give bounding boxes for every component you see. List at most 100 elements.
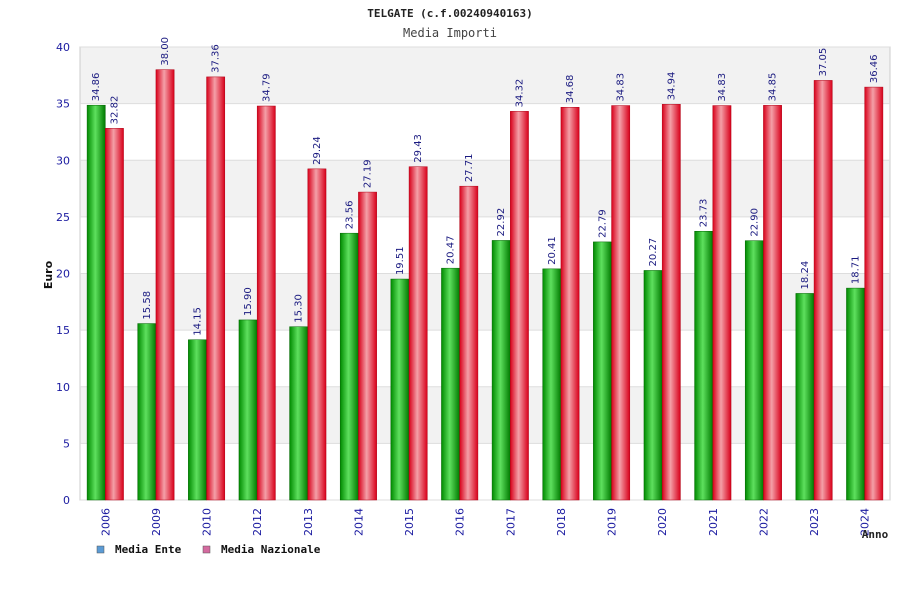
bar-media-nazionale [105,128,124,501]
y-axis: 0 5 10 15 20 25 30 35 40 [56,41,70,507]
bar-value-label: 23.73 [699,199,710,228]
chart-subtitle: Media Importi [403,26,497,40]
bar-value-label: 14.15 [192,307,203,336]
bar-media-ente [846,287,865,501]
y-tick-label: 40 [56,41,70,54]
bar-media-ente [643,270,663,501]
bar-value-label: 34.83 [717,73,728,102]
bar-media-ente [390,278,410,501]
y-tick-label: 0 [63,494,70,507]
x-tick-label: 2016 [454,508,467,536]
bar-value-label: 29.24 [312,136,323,165]
bar-value-label: 20.47 [446,236,457,265]
bar-media-nazionale [813,80,833,501]
bar-value-label: 34.32 [514,79,525,108]
bar-value-label: 19.51 [395,246,406,275]
bar-media-nazionale [864,86,884,501]
y-tick-label: 30 [56,154,70,167]
bar-media-nazionale [307,168,327,501]
bar-value-label: 37.05 [818,48,829,77]
y-tick-label: 35 [56,98,70,111]
x-tick-label: 2023 [808,508,821,536]
bar-media-ente [339,232,359,501]
bar-media-ente [542,268,562,501]
x-tick-label: 2012 [251,508,264,536]
x-tick-label: 2020 [656,508,669,536]
bar-value-label: 34.68 [565,75,576,104]
x-tick-label: 2014 [352,508,365,536]
bar-value-label: 34.85 [768,73,779,102]
bar-media-ente [289,326,309,501]
bar-media-nazionale [408,166,428,501]
x-axis: 2006 2009 2010 2012 2013 2014 2015 2016 2017 2018… [99,508,871,536]
bar-value-label: 27.19 [363,159,374,188]
bar-media-nazionale [510,111,529,501]
x-tick-label: 2006 [99,508,112,536]
value-labels-layer: 34.86 32.82 15.58 38.00 14.15 37.36 15.90 34.79… [91,37,880,336]
y-tick-label: 15 [56,324,70,337]
legend-swatch-media-ente [96,545,105,554]
bar-value-label: 22.79 [597,209,608,238]
y-tick-label: 20 [56,268,70,281]
x-tick-label: 2019 [606,508,619,536]
x-tick-label: 2018 [555,508,568,536]
x-tick-label: 2024 [859,508,872,536]
bar-media-ente [593,241,612,501]
bar-media-ente [441,267,460,501]
bar-media-nazionale [459,185,479,501]
bar-value-label: 34.83 [616,73,627,102]
bar-value-label: 36.46 [869,54,880,83]
x-tick-label: 2013 [302,508,315,536]
bar-value-label: 18.24 [800,261,811,290]
chart-title: TELGATE (c.f.00240940163) [367,7,533,20]
x-tick-label: 2010 [201,508,214,536]
legend: Media Ente Media Nazionale [96,543,321,556]
y-tick-label: 10 [56,381,70,394]
x-tick-label: 2017 [504,508,517,536]
y-tick-label: 5 [63,437,70,450]
bar-value-label: 29.43 [413,134,424,163]
x-tick-label: 2022 [757,508,770,536]
bar-value-label: 34.94 [666,72,677,101]
bar-value-label: 20.41 [547,236,558,265]
bar-media-nazionale [712,105,732,501]
bar-value-label: 15.58 [142,291,153,320]
bar-value-label: 23.56 [344,201,355,230]
bar-media-nazionale [661,104,681,501]
bar-value-label: 18.71 [851,255,862,284]
bar-value-label: 37.36 [211,44,222,73]
bar-value-label: 15.90 [243,287,254,316]
bar-media-ente [238,319,258,501]
bar-media-nazionale [611,105,631,501]
bar-media-nazionale [206,76,226,501]
bar-value-label: 15.30 [294,294,305,323]
bar-media-nazionale [256,105,276,501]
bar-media-nazionale [763,105,782,501]
bar-media-ente [86,104,106,501]
x-tick-label: 2015 [403,508,416,536]
bar-media-ente [694,231,714,501]
bar-value-label: 34.86 [91,73,102,102]
legend-label-media-ente: Media Ente [115,543,182,556]
bar-value-label: 38.00 [160,37,171,66]
bar-value-label: 27.71 [464,154,475,183]
y-tick-label: 25 [56,211,70,224]
bar-media-ente [795,293,815,501]
bar-value-label: 20.27 [648,238,659,267]
bar-media-ente [137,323,157,501]
bar-media-nazionale [358,191,377,501]
legend-swatch-media-nazionale [202,545,211,554]
y-axis-label: Euro [42,260,55,289]
bar-value-label: 32.82 [109,96,120,125]
bar-media-ente [491,240,511,501]
bars-layer [86,69,884,501]
legend-label-media-nazionale: Media Nazionale [221,543,321,556]
x-tick-label: 2009 [150,508,163,536]
x-tick-label: 2021 [707,508,720,536]
bar-value-label: 34.79 [261,73,272,102]
bar-value-label: 22.92 [496,208,507,237]
x-axis-label: Anno [862,528,889,541]
bar-media-nazionale [560,106,580,501]
